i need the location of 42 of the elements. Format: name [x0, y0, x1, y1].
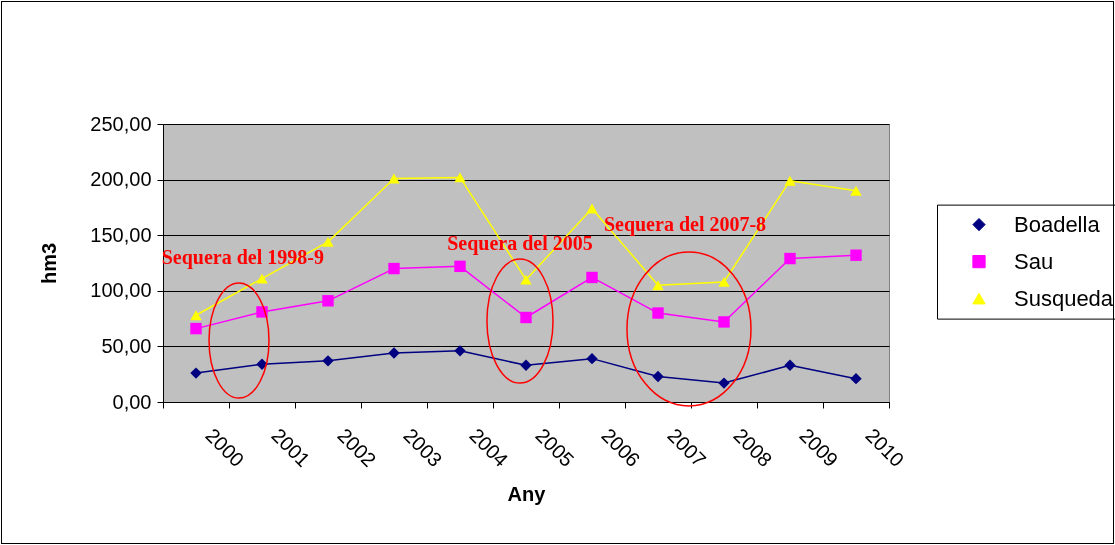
- point: [388, 262, 400, 275]
- point: [388, 347, 400, 359]
- y-tick-label: 50,00: [101, 334, 152, 357]
- point: [454, 345, 466, 357]
- x-axis-title: Any: [507, 483, 547, 506]
- point: [322, 355, 334, 367]
- point: [850, 185, 862, 196]
- point: [850, 249, 862, 261]
- point: [520, 274, 532, 285]
- y-tick-label: 0,00: [112, 390, 152, 413]
- point: [718, 316, 730, 328]
- point: [784, 175, 796, 186]
- point: [586, 203, 598, 214]
- legend-label: Boadella: [1014, 211, 1101, 237]
- point: [322, 295, 334, 307]
- point: [190, 322, 202, 335]
- point: [718, 276, 730, 287]
- point: [586, 271, 598, 284]
- point: [652, 280, 664, 291]
- y-tick-label: 100,00: [90, 279, 152, 302]
- point: [388, 173, 400, 184]
- point: [256, 273, 268, 284]
- point: [454, 172, 466, 183]
- point: [586, 352, 598, 365]
- y-tick-label: 250,00: [90, 112, 152, 135]
- point: [190, 310, 202, 321]
- y-tick-label: 200,00: [90, 168, 152, 191]
- legend-label: Sau: [1014, 248, 1054, 274]
- point: [190, 367, 202, 379]
- point: [322, 236, 334, 247]
- point: [652, 370, 664, 383]
- y-tick-label: 150,00: [90, 223, 152, 246]
- point: [652, 307, 664, 319]
- point: [520, 311, 532, 324]
- y-axis-title: hm3: [38, 242, 61, 285]
- legend-label: Susqueda: [1014, 285, 1114, 311]
- point: [850, 372, 862, 385]
- point: [520, 359, 532, 372]
- point: [718, 377, 730, 389]
- point: [784, 359, 796, 372]
- point: [784, 252, 796, 265]
- point: [454, 260, 466, 273]
